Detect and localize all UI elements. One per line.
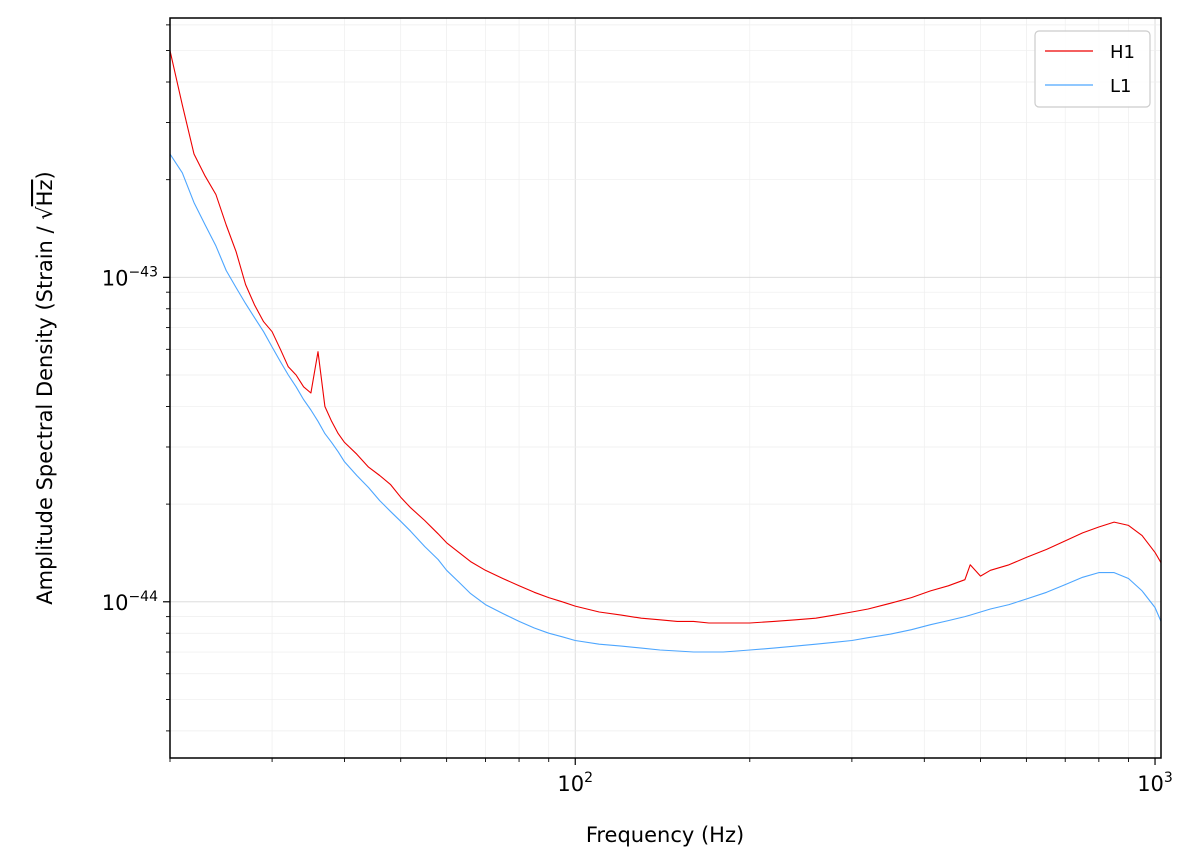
x-tick-label: 103 bbox=[1137, 770, 1173, 796]
x-axis-label: Frequency (Hz) bbox=[586, 823, 744, 847]
x-tick-label: 102 bbox=[557, 770, 593, 796]
y-axis-label: Amplitude Spectral Density (Strain / √Hz… bbox=[33, 171, 57, 604]
svg-text:Amplitude Spectral Density (St: Amplitude Spectral Density (Strain / √Hz… bbox=[33, 171, 57, 604]
legend-box bbox=[1034, 30, 1151, 108]
y-tick-labels: 10−44 10−43 bbox=[102, 264, 158, 614]
y-tick-label: 10−44 bbox=[102, 589, 158, 615]
series-line-l1 bbox=[170, 153, 1161, 653]
legend: H1 L1 bbox=[1034, 30, 1151, 108]
y-axis-label-radicand: Hz bbox=[33, 179, 57, 206]
x-tick-labels: 102 103 bbox=[557, 770, 1172, 796]
axes-frame bbox=[169, 17, 1162, 759]
y-tick-label: 10−43 bbox=[102, 264, 158, 290]
plot-area bbox=[170, 50, 1161, 653]
grid bbox=[169, 18, 1161, 758]
legend-label-l1: L1 bbox=[1110, 76, 1131, 97]
sqrt-symbol: √ bbox=[33, 206, 57, 220]
series-line-h1 bbox=[170, 50, 1161, 624]
legend-label-h1: H1 bbox=[1110, 42, 1135, 63]
ticks bbox=[163, 24, 1156, 765]
y-axis-label-prefix: Amplitude Spectral Density (Strain / bbox=[33, 220, 57, 605]
y-axis-label-suffix: ) bbox=[33, 171, 57, 179]
